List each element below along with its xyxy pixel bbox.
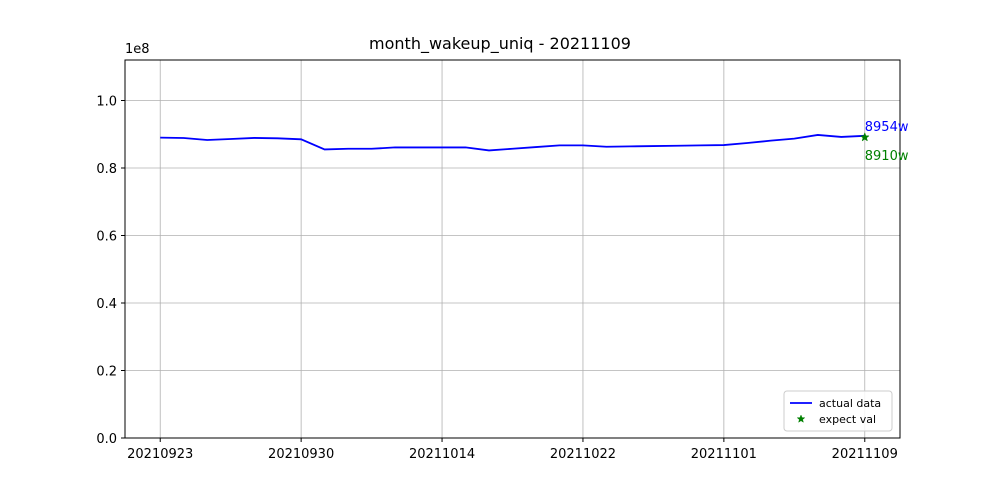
y-tick-label-3: 0.6 [96, 230, 117, 245]
x-tick-label-2: 20211014 [409, 447, 475, 462]
x-tick-label-3: 20211022 [550, 447, 616, 462]
annotation-0: 8954w [865, 120, 909, 135]
x-tick-label-0: 20210923 [127, 447, 193, 462]
y-axis-offset-label: 1e8 [125, 42, 150, 57]
series-line-0 [160, 134, 865, 152]
y-tick-label-0: 0.0 [96, 432, 117, 447]
legend-label-0: actual data [819, 397, 881, 410]
y-tick-label-1: 0.2 [96, 365, 117, 380]
legend-label-1: expect val [819, 413, 876, 426]
expect-val-marker-0 [859, 132, 870, 142]
legend-box [783, 390, 893, 432]
x-tick-label-1: 20210930 [268, 447, 334, 462]
legend-marker-1 [796, 414, 806, 423]
annotation-1: 8910w [865, 149, 909, 164]
y-tick-label-2: 0.4 [96, 297, 117, 312]
x-tick-label-4: 20211101 [691, 447, 757, 462]
x-tick-label-5: 20211109 [832, 447, 898, 462]
y-tick-label-4: 0.8 [96, 162, 117, 177]
plot-frame [124, 59, 901, 439]
chart-title: month_wakeup_uniq - 20211109 [369, 34, 631, 53]
y-tick-label-5: 1.0 [96, 95, 117, 110]
